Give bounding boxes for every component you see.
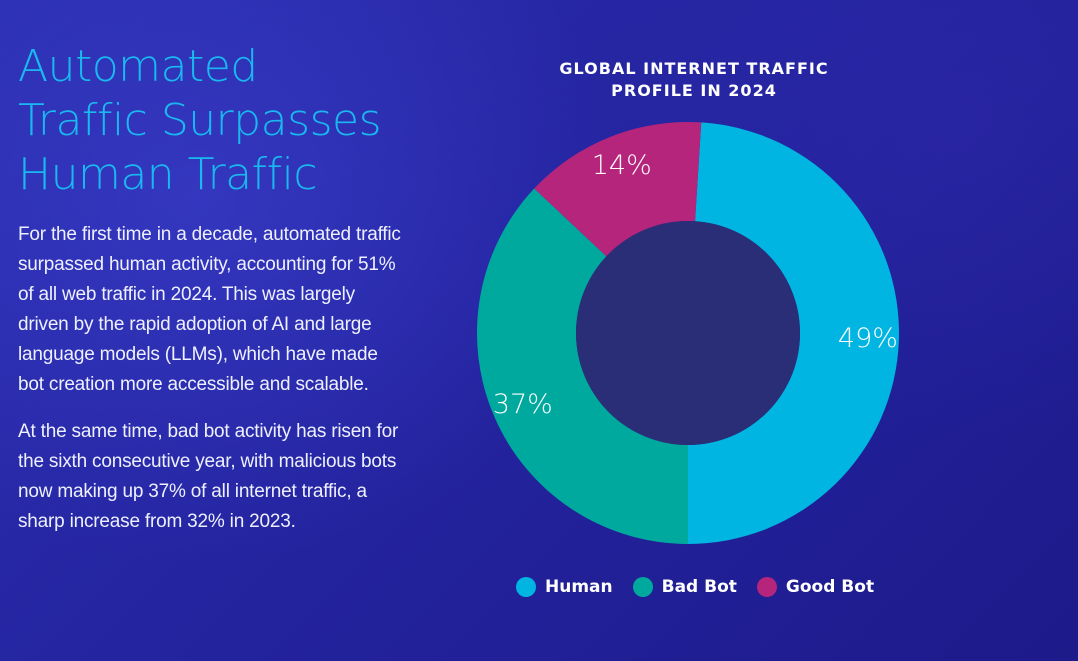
chart-panel: GLOBAL INTERNET TRAFFIC PROFILE IN 2024 … — [430, 0, 1078, 661]
slice-bad-bot — [476, 188, 688, 545]
donut-hole — [576, 221, 800, 445]
legend-swatch-human — [516, 577, 536, 597]
legend-item-bad-bot: Bad Bot — [632, 577, 737, 597]
legend-label-bad-bot: Bad Bot — [661, 577, 737, 597]
slice-good-bot — [534, 122, 702, 257]
legend-swatch-good-bot — [756, 577, 777, 597]
chart-title-line-1: GLOBAL INTERNET TRAFFIC — [559, 59, 829, 78]
intro-section: Automated Traffic Surpasses Human Traffi… — [18, 40, 418, 537]
paragraph-1: For the first time in a decade, automate… — [18, 224, 401, 395]
legend-swatch-bad-bot — [632, 577, 653, 597]
body-text: For the first time in a decade, automate… — [18, 220, 403, 537]
headline-line-2: Traffic Surpasses — [18, 95, 382, 146]
slice-label-human: 49% — [838, 323, 898, 354]
slice-label-bad-bot: 37% — [493, 389, 553, 420]
slice-human — [688, 122, 900, 545]
donut-chart: 49% 37% 14% — [476, 122, 900, 545]
headline-line-3: Human Traffic — [18, 149, 318, 200]
legend-item-human: Human — [516, 577, 613, 597]
page-headline: Automated Traffic Surpasses Human Traffi… — [18, 40, 418, 202]
paragraph-2: At the same time, bad bot activity has r… — [18, 421, 399, 532]
legend-item-good-bot: Good Bot — [756, 577, 875, 597]
headline-line-1: Automated — [18, 41, 258, 92]
chart-legend: Human Bad Bot Good Bot — [516, 577, 894, 597]
chart-title-line-2: PROFILE IN 2024 — [611, 81, 777, 100]
legend-label-good-bot: Good Bot — [785, 577, 875, 597]
legend-label-human: Human — [545, 577, 613, 597]
slice-label-good-bot: 14% — [592, 150, 652, 181]
